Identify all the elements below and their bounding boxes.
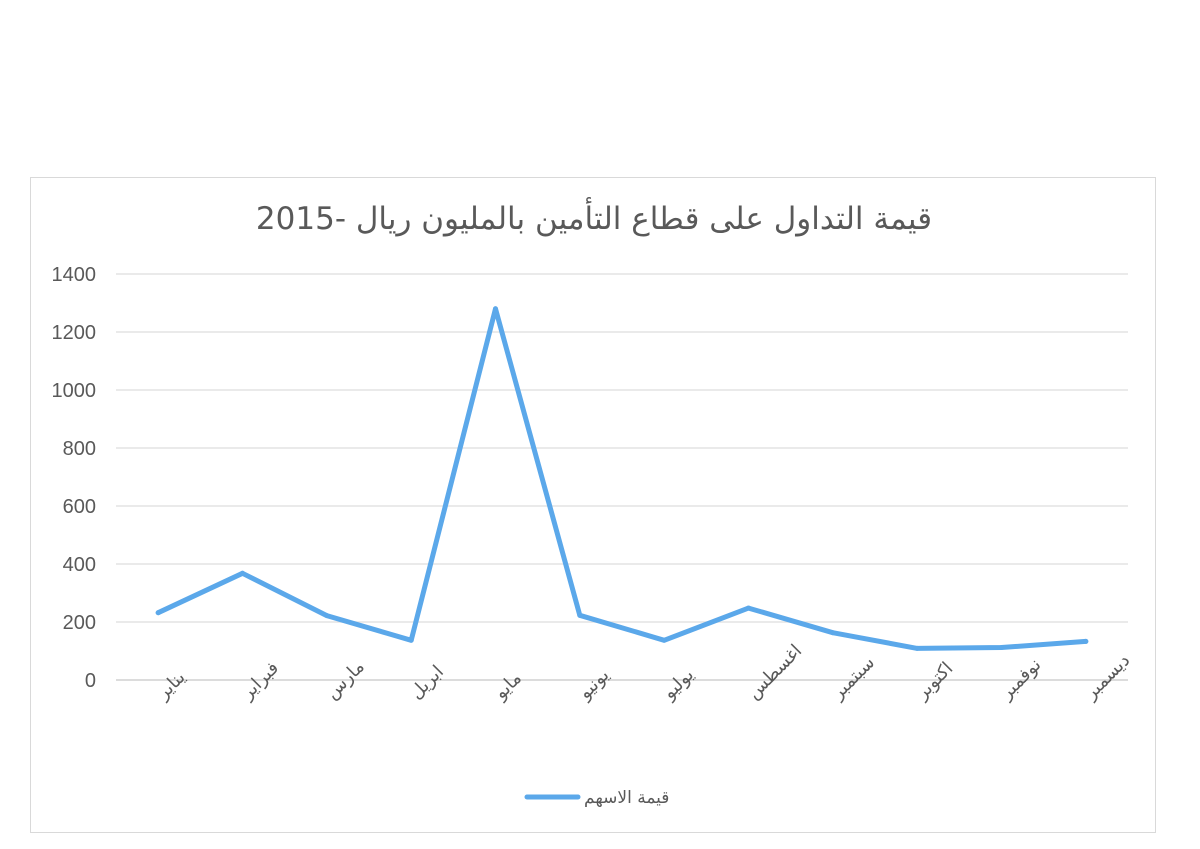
x-tick-label: يناير <box>152 667 189 704</box>
data-point <box>661 637 667 643</box>
x-tick-label: سبتمبر <box>827 652 879 704</box>
legend-label: قيمة الاسهم <box>584 788 669 808</box>
y-tick-label: 0 <box>85 670 96 692</box>
data-point <box>408 637 414 643</box>
x-tick-label: ابريل <box>406 661 448 703</box>
data-point <box>746 605 751 611</box>
series-layer <box>155 306 1089 651</box>
y-tick-label: 600 <box>63 496 96 518</box>
chart-title: قيمة التداول على قطاع التأمين بالمليون ر… <box>256 197 932 237</box>
x-tick-label: اكتوبر <box>911 658 957 704</box>
legend: قيمة الاسهم <box>524 788 669 808</box>
chart-frame <box>30 177 1156 833</box>
data-point <box>914 645 920 651</box>
data-point <box>324 613 330 619</box>
x-tick-label: ديسمبر <box>1080 650 1134 704</box>
y-tick-label: 1200 <box>52 322 97 344</box>
y-tick-label: 800 <box>63 438 96 460</box>
y-tick-label: 200 <box>63 612 96 634</box>
x-tick-label: مايو <box>489 668 525 704</box>
y-tick-label: 1400 <box>52 264 97 286</box>
x-tick-label: يونيو <box>574 665 614 705</box>
x-tick-label: يوليو <box>658 664 698 704</box>
data-point <box>577 612 583 618</box>
data-point <box>830 630 836 636</box>
x-tick-label: فبراير <box>236 658 283 705</box>
y-tick-label: 400 <box>63 554 96 576</box>
data-point <box>999 645 1004 651</box>
data-point <box>493 306 498 312</box>
gridlines <box>116 273 1128 681</box>
data-point <box>240 570 245 576</box>
data-point <box>155 610 161 616</box>
y-axis-ticks: 0 200 400 600 800 1000 1200 1400 <box>52 264 97 692</box>
series-line <box>155 306 1089 651</box>
x-tick-label: اغسطس <box>743 640 806 703</box>
y-tick-label: 1000 <box>52 380 97 402</box>
data-point <box>1083 638 1089 644</box>
